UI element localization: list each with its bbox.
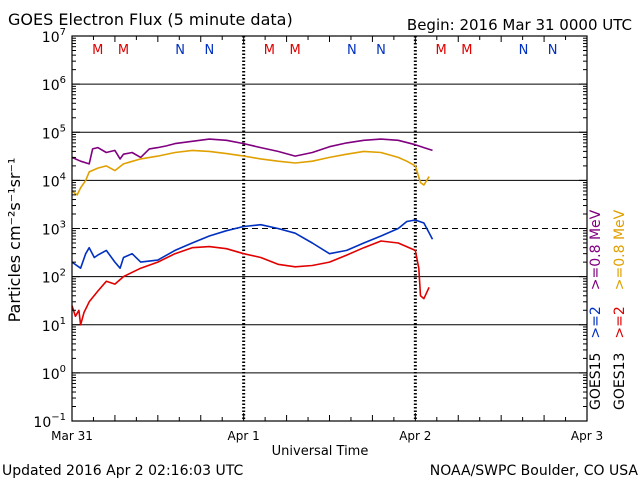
legend-row-goes13: GOES13>=2>=0.8 MeV [612,209,628,410]
y-tick-label: 106 [42,75,66,94]
marker-m: M [461,43,472,58]
y-tick-label: 102 [42,268,66,287]
legend-entry-text: GOES13>=2>=0.8 MeV [612,209,628,410]
y-tick-label: 100 [42,364,66,383]
series-goes13-0.8mev [71,149,430,196]
legend-row-goes15: GOES15>=2>=0.8 MeV [588,209,604,410]
legend-entry-text: GOES15>=2>=0.8 MeV [588,209,604,410]
credit-text: NOAA/SWPC Boulder, CO USA [430,463,639,479]
series-goes13-2mev [71,240,430,326]
updated-timestamp: Updated 2016 Apr 2 02:16:03 UTC [2,463,243,479]
y-axis-label: Particles cm⁻²s⁻¹sr⁻¹ [5,158,24,323]
chart-title: GOES Electron Flux (5 minute data) [8,10,293,29]
x-tick-label: Apr 1 [228,429,260,443]
series-goes15-0.8mev [71,138,433,165]
marker-n: N [347,43,357,58]
begin-time: Begin: 2016 Mar 31 0000 UTC [407,16,632,34]
marker-n: N [519,43,529,58]
y-tick-label: 105 [42,123,66,142]
marker-m: M [92,43,103,58]
series-goes15-2mev [71,219,434,270]
legend: GOES15>=2>=0.8 MeV GOES13>=2>=0.8 MeV [588,209,628,410]
marker-n: N [548,43,558,58]
axis-ticks: 10−1 100 101 102 103 104 105 106 107 Mar 31 Apr 1 A… [33,27,603,443]
marker-n: N [175,43,185,58]
y-tick-label: 107 [42,27,66,46]
marker-m: M [290,43,301,58]
y-tick-label: 101 [42,316,66,335]
x-tick-label: Apr 2 [399,429,431,443]
x-axis-label: Universal Time [272,444,369,459]
x-tick-label: Apr 3 [571,429,603,443]
marker-m: M [118,43,129,58]
marker-m: M [264,43,275,58]
y-tick-label: 10−1 [33,412,66,431]
day-separators [242,36,417,421]
x-tick-label: Mar 31 [51,429,93,443]
grid-lines [72,83,587,374]
marker-n: N [204,43,214,58]
y-tick-label: 104 [42,171,66,190]
marker-n: N [376,43,386,58]
y-tick-label: 103 [42,220,66,239]
data-series [71,138,434,326]
marker-m: M [435,43,446,58]
